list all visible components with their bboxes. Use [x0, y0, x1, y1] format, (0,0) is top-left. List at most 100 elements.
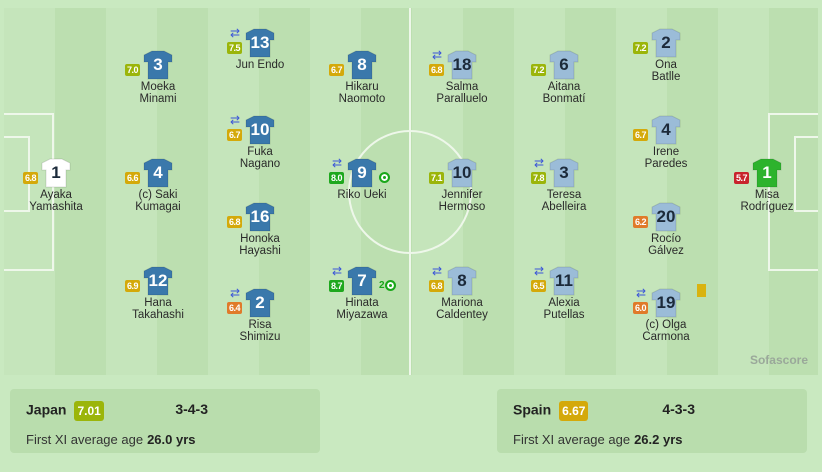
home-formation: 3-4-3 [175, 401, 208, 417]
yellow-card-icon [697, 284, 706, 297]
player-rating: 7.8 [531, 172, 547, 184]
player-name: Moeka Minami [139, 81, 177, 105]
jersey-icon: 19 6.0 ⇄ [633, 284, 706, 318]
away-formation: 4-3-3 [662, 401, 695, 417]
player-rating: 7.2 [633, 42, 649, 54]
away-age-value: 26.2 yrs [634, 432, 683, 447]
jersey-number: 2 [255, 293, 265, 312]
jersey-number: 10 [452, 163, 472, 182]
player-name: Ona Batlle [651, 59, 681, 83]
player-rating: 7.5 [227, 42, 243, 54]
player-name: (c) Olga Carmona [642, 319, 690, 343]
jersey-number: 13 [250, 33, 270, 52]
jersey-icon: 18 6.8 ⇄ [429, 49, 477, 80]
player-rating: 6.9 [125, 280, 141, 292]
player-name: Ayaka Yamashita [29, 189, 83, 213]
player-name: Mariona Caldentey [436, 297, 488, 321]
jersey-icon: 8 6.8 ⇄ [429, 265, 477, 296]
player[interactable]: 10 7.1 Jennifer Hermoso [407, 158, 517, 213]
player-rating: 6.5 [531, 280, 547, 292]
jersey-icon: 2 6.4 ⇄ [227, 287, 275, 318]
jersey-icon: 4 6.7 [633, 115, 681, 145]
player-rating: 7.2 [531, 64, 547, 76]
player[interactable]: 6 7.2 Aitana Bonmatí [509, 50, 619, 105]
jersey-number: 4 [153, 163, 163, 182]
player[interactable]: 1 5.7 Misa Rodríguez [712, 158, 818, 213]
away-summary-panel: Spain 6.67 4-3-3 First XI average age 26.2… [497, 389, 807, 453]
jersey-number: 12 [148, 271, 168, 290]
player[interactable]: 10 6.7 ⇄ Fuka Nagano [205, 114, 315, 170]
substitution-icon: ⇄ [230, 113, 241, 127]
jersey-icon: 16 6.8 [227, 202, 275, 232]
jersey-number: 8 [457, 271, 467, 290]
jersey-number: 9 [357, 163, 367, 182]
player[interactable]: 2 7.2 Ona Batlle [611, 28, 721, 83]
substitution-icon: ⇄ [230, 26, 241, 40]
player[interactable]: 7 8.7 ⇄ 2 Hinata Miyazawa [307, 264, 417, 321]
player-name: Hinata Miyazawa [336, 297, 388, 321]
player-name: Jennifer Hermoso [438, 189, 486, 213]
jersey-icon: 13 7.5 ⇄ [227, 27, 275, 58]
player[interactable]: 1 6.8 Ayaka Yamashita [4, 158, 111, 213]
player-name: (c) Saki Kumagai [135, 189, 181, 213]
player[interactable]: 4 6.6 (c) Saki Kumagai [103, 158, 213, 213]
player[interactable]: 9 8.0 ⇄ Riko Ueki [307, 157, 417, 201]
player-rating: 6.7 [329, 64, 345, 76]
player[interactable]: 16 6.8 Honoka Hayashi [205, 202, 315, 257]
substitution-icon: ⇄ [332, 264, 343, 278]
player-name: Irene Paredes [644, 146, 688, 170]
pitch: 1 6.8 Ayaka Yamashita 3 7.0 Moeka Minami 4 6… [4, 8, 818, 375]
player-name: Hikaru Naomoto [338, 81, 386, 105]
player-rating: 8.0 [329, 172, 345, 184]
player[interactable]: 12 6.9 Hana Takahashi [103, 266, 213, 321]
player-rating: 7.1 [429, 172, 445, 184]
jersey-icon: 1 6.8 [23, 158, 71, 188]
jersey-icon: 9 8.0 ⇄ [329, 157, 390, 188]
substitution-icon: ⇄ [230, 286, 241, 300]
jersey-number: 1 [51, 163, 61, 182]
jersey-icon: 8 6.7 [329, 50, 377, 80]
jersey-number: 7 [357, 271, 367, 290]
player[interactable]: 2 6.4 ⇄ Risa Shimizu [205, 287, 315, 343]
jersey-icon: 10 6.7 ⇄ [227, 114, 275, 145]
player-name: Salma Paralluelo [436, 81, 488, 105]
player[interactable]: 11 6.5 ⇄ Alexia Putellas [509, 265, 619, 321]
player-rating: 6.4 [227, 302, 243, 314]
player[interactable]: 8 6.7 Hikaru Naomoto [307, 50, 417, 105]
player[interactable]: 18 6.8 ⇄ Salma Paralluelo [407, 49, 517, 105]
jersey-number: 3 [153, 55, 163, 74]
player-name: Alexia Putellas [543, 297, 585, 321]
home-age-label: First XI average age [26, 432, 144, 447]
player-rating: 5.7 [734, 172, 750, 184]
player[interactable]: 4 6.7 Irene Paredes [611, 115, 721, 170]
jersey-number: 8 [357, 55, 367, 74]
player[interactable]: 3 7.8 ⇄ Teresa Abelleira [509, 157, 619, 213]
jersey-icon: 11 6.5 ⇄ [531, 265, 579, 296]
player[interactable]: 8 6.8 ⇄ Mariona Caldentey [407, 265, 517, 321]
player-name: Jun Endo [235, 59, 285, 71]
player-rating: 6.2 [633, 216, 649, 228]
player-name: Riko Ueki [337, 189, 387, 201]
player[interactable]: 3 7.0 Moeka Minami [103, 50, 213, 105]
jersey-number: 1 [762, 163, 772, 182]
jersey-icon: 3 7.8 ⇄ [531, 157, 579, 188]
jersey-number: 18 [452, 55, 472, 74]
jersey-number: 3 [559, 163, 569, 182]
jersey-icon: 12 6.9 [125, 266, 173, 296]
goal-icon [379, 172, 390, 183]
player-rating: 6.8 [23, 172, 39, 184]
player-name: Misa Rodríguez [740, 189, 794, 213]
player-name: Rocío Gálvez [648, 233, 684, 257]
jersey-number: 19 [656, 293, 676, 312]
penalty-area-right [768, 113, 818, 271]
player[interactable]: 19 6.0 ⇄ (c) Olga Carmona [611, 284, 721, 343]
player[interactable]: 13 7.5 ⇄ Jun Endo [205, 27, 315, 71]
player-rating: 6.7 [227, 129, 243, 141]
player[interactable]: 20 6.2 Rocío Gálvez [611, 202, 721, 257]
player-name: Fuka Nagano [239, 146, 281, 170]
sofascore-logo: Sofascore [749, 353, 808, 367]
player-name: Honoka Hayashi [239, 233, 281, 257]
player-rating: 6.6 [125, 172, 141, 184]
jersey-number: 16 [250, 207, 270, 226]
jersey-number: 2 [661, 33, 671, 52]
